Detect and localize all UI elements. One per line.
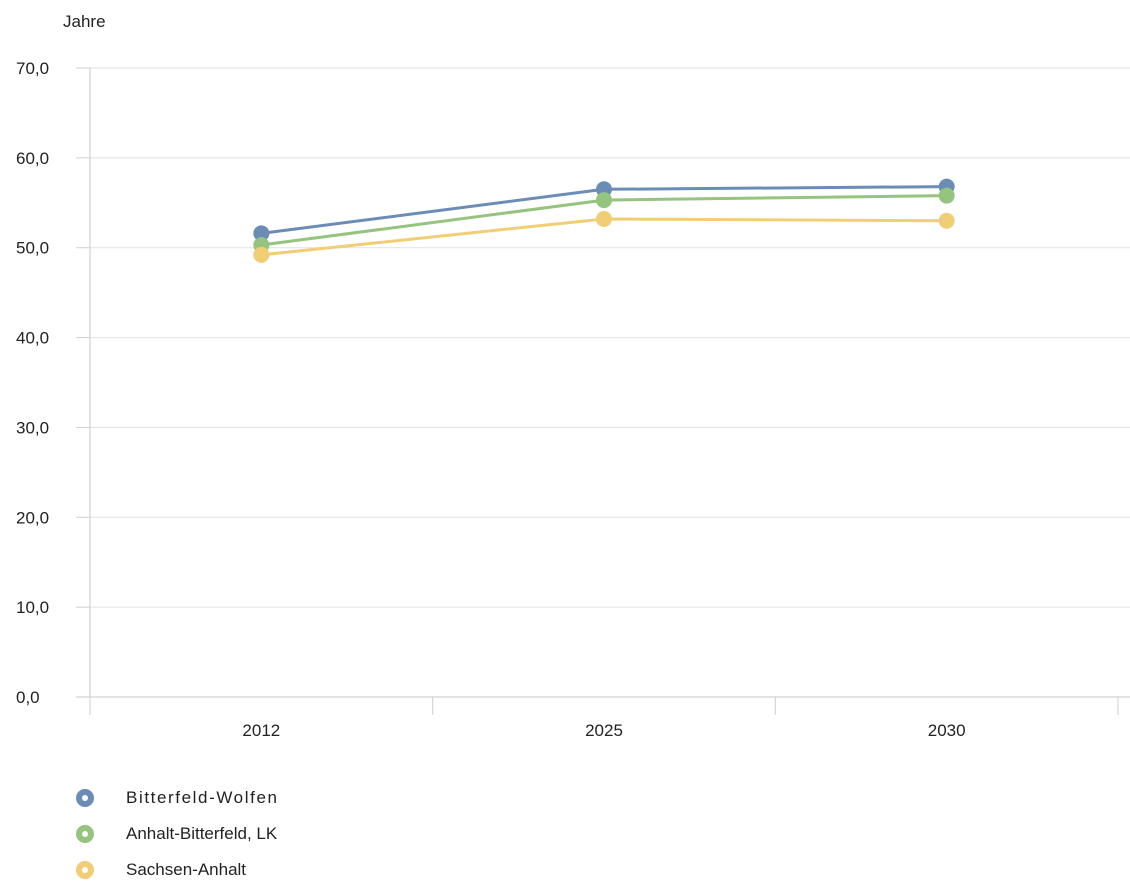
y-tick-label: 30,0: [16, 418, 49, 437]
x-tick-labels: 2012 2025 2030: [242, 721, 965, 740]
legend-label: Sachsen-Anhalt: [126, 860, 247, 879]
legend-item-anhalt-bitterfeld[interactable]: Anhalt-Bitterfeld, LK: [76, 816, 279, 852]
legend-item-sachsen-anhalt[interactable]: Sachsen-Anhalt: [76, 852, 279, 888]
y-tick-labels: 0,0 10,0 20,0 30,0 40,0 50,0 60,0 70,0: [16, 59, 49, 707]
data-point[interactable]: [938, 187, 955, 204]
x-tick-label: 2030: [928, 721, 966, 740]
legend: Bitterfeld-Wolfen Anhalt-Bitterfeld, LK …: [76, 780, 279, 888]
x-tick-label: 2025: [585, 721, 623, 740]
y-unit-label: Jahre: [63, 12, 106, 31]
y-tick-label: 50,0: [16, 239, 49, 258]
legend-label: Bitterfeld-Wolfen: [126, 788, 279, 807]
gridlines: [90, 67, 1130, 608]
legend-marker-icon: [76, 861, 94, 879]
legend-marker-icon: [76, 789, 94, 807]
data-point[interactable]: [253, 225, 270, 242]
y-tick-label: 10,0: [16, 598, 49, 617]
y-tick-label: 40,0: [16, 329, 49, 348]
legend-label: Anhalt-Bitterfeld, LK: [126, 824, 278, 843]
data-point[interactable]: [596, 210, 612, 227]
y-tick-label: 70,0: [16, 59, 49, 78]
series-group: [253, 178, 955, 263]
data-point[interactable]: [253, 246, 270, 263]
y-tick-label: 20,0: [16, 508, 49, 527]
legend-item-bitterfeld-wolfen[interactable]: Bitterfeld-Wolfen: [76, 780, 279, 816]
y-tick-label: 60,0: [16, 149, 49, 168]
y-tick-label: 0,0: [16, 688, 40, 707]
axes: [76, 67, 1130, 715]
data-point[interactable]: [938, 212, 955, 229]
legend-marker-icon: [76, 825, 94, 843]
line-chart: Jahre 0,0 10,0 20,0 30,0 40,0 50,0 60,0 70,0 20…: [16, 12, 1130, 740]
x-tick-label: 2012: [242, 721, 280, 740]
data-point[interactable]: [596, 192, 612, 209]
